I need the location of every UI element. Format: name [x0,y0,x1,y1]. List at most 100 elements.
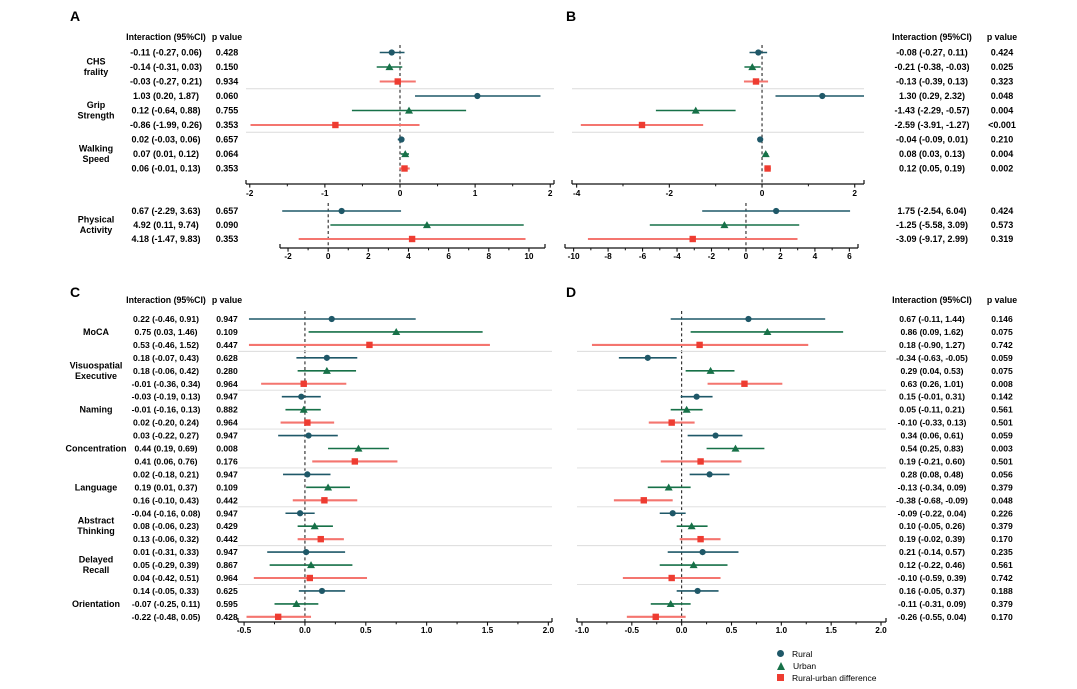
axis-tick-label: 8 [486,251,491,261]
rural-marker [644,354,651,361]
p-value: 0.210 [991,135,1014,145]
rural-marker [328,315,335,323]
p-value: 0.501 [991,418,1013,428]
p-value: 0.561 [991,560,1013,570]
rural-marker [669,510,676,517]
interaction-value: 0.08 (0.03, 0.13) [899,149,965,159]
difference-marker [764,165,771,172]
legend-item-urban: Urban [777,661,876,671]
difference-marker [697,458,704,465]
rural-marker [706,471,713,478]
rural-marker [323,354,330,361]
interaction-value: 1.75 (-2.54, 6.04) [897,206,966,216]
interaction-value: 0.12 (-0.22, 0.46) [899,560,965,570]
p-value: 0.004 [991,149,1014,159]
group-label: Speed [82,154,109,164]
axis-tick-label: 2 [548,188,553,198]
p-value: 0.150 [216,62,239,72]
interaction-value: 0.75 (0.03, 1.46) [134,327,197,337]
axis-tick-label: 1.5 [825,625,837,635]
legend-label: Rural [792,648,813,659]
group-label: Strength [78,111,115,121]
urban-marker [748,63,757,71]
p-value: 0.561 [991,405,1013,415]
interaction-value: 0.54 (0.25, 0.83) [900,444,963,454]
p-value: 0.319 [991,234,1014,244]
difference-marker [332,121,339,129]
difference-marker [408,235,416,243]
interaction-value: -1.25 (-5.58, 3.09) [896,220,968,230]
p-value: 0.379 [991,521,1013,531]
group-label: Delayed [79,555,114,565]
interaction-value: 0.05 (-0.29, 0.39) [133,560,199,570]
p-value: 0.075 [991,366,1013,376]
axis-tick-label: 0.5 [360,625,372,635]
group-label: Physical [78,215,115,225]
difference-marker [689,235,696,243]
p-value: 0.353 [216,234,239,244]
interaction-value: 0.28 (0.08, 0.48) [900,469,963,479]
p-value: 0.188 [991,586,1013,596]
interaction-value: 0.02 (-0.03, 0.06) [131,135,200,145]
axis-tick-label: 0 [398,188,403,198]
p-value: 0.048 [991,495,1013,505]
interaction-value: 0.63 (0.26, 1.01) [900,379,963,389]
interaction-value: 0.86 (0.09, 1.62) [900,327,963,337]
rural-marker [298,393,305,400]
difference-marker [752,78,760,85]
p-value: 0.353 [216,120,239,130]
urban-marker [689,561,698,569]
rural-marker [338,207,345,215]
interaction-value: 0.19 (-0.21, 0.60) [899,456,965,466]
rural-marker [296,510,304,517]
axis-tick-label: 0 [744,251,749,261]
interaction-value: -0.34 (-0.63, -0.05) [896,353,968,363]
interaction-value: -0.04 (-0.09, 0.01) [896,135,968,145]
interaction-value: -0.13 (-0.39, 0.13) [896,77,968,87]
p-value: 0.867 [216,560,238,570]
axis-tick-label: -6 [639,251,647,261]
square-marker-icon [777,674,784,681]
urban-marker [354,444,363,452]
axis-tick-label: -2 [246,188,254,198]
difference-marker [366,341,373,349]
group-label: Orientation [72,599,120,609]
difference-marker [304,419,311,426]
urban-marker [299,405,308,413]
group-label: MoCA [83,327,109,337]
rural-marker [398,136,405,143]
urban-marker [720,221,729,229]
p-value: 0.048 [991,91,1014,101]
urban-marker [687,522,696,530]
axis-tick-label: -2 [284,251,292,261]
group-label: Language [75,482,118,492]
interaction-value: 0.03 (-0.22, 0.27) [133,431,199,441]
p-value: 0.002 [991,164,1014,174]
interaction-value: -0.11 (-0.31, 0.09) [898,599,966,609]
interaction-value: 0.12 (-0.64, 0.88) [131,106,200,116]
interaction-value: -0.86 (-1.99, 0.26) [130,120,202,130]
interaction-value: -0.11 (-0.27, 0.06) [130,48,202,58]
difference-marker [668,419,675,426]
p-value: 0.501 [991,456,1013,466]
p-value: 0.947 [216,547,238,557]
p-value: 0.176 [216,456,238,466]
interaction-value: -0.01 (-0.36, 0.34) [132,379,201,389]
urban-marker [682,405,691,413]
urban-marker [731,444,740,452]
p-value: 0.657 [216,135,239,145]
p-value: 0.056 [991,469,1013,479]
rural-marker [757,136,764,143]
rural-marker [388,49,395,56]
interaction-value: 0.67 (-2.29, 3.63) [131,206,200,216]
p-value: 0.947 [216,431,238,441]
p-value: 0.064 [216,149,239,159]
p-value: 0.323 [991,77,1014,87]
interaction-value: 0.14 (-0.05, 0.33) [133,586,199,596]
urban-marker [763,328,772,336]
p-value: 0.934 [216,77,239,87]
axis-tick-label: 0.5 [726,625,738,635]
axis-tick-label: -0.5 [237,625,252,635]
group-label: Thinking [77,526,115,536]
legend-label: Rural-urban difference [792,672,877,683]
